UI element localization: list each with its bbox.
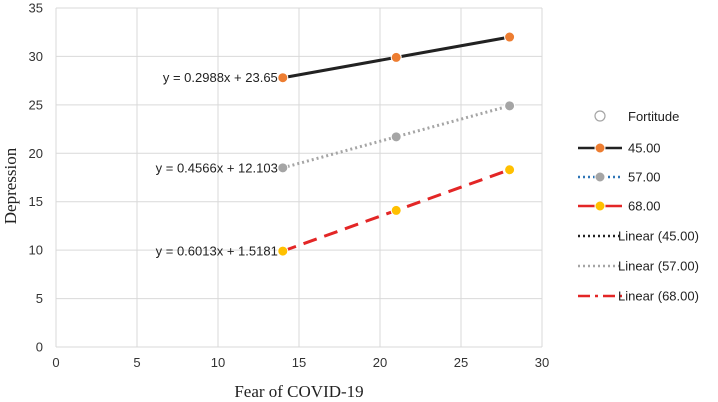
legend-label: 68.00 bbox=[628, 199, 661, 214]
data-point bbox=[277, 72, 289, 84]
y-tick-label: 10 bbox=[29, 243, 43, 258]
y-tick-label: 15 bbox=[29, 194, 43, 209]
x-tick-label: 10 bbox=[211, 355, 225, 370]
y-tick-label: 20 bbox=[29, 146, 43, 161]
data-point bbox=[277, 245, 289, 257]
legend-hollow-marker-icon bbox=[594, 110, 606, 122]
x-tick-label: 30 bbox=[535, 355, 549, 370]
trendline-equation: y = 0.6013x + 1.5181 bbox=[156, 244, 278, 259]
legend-swatch-marker bbox=[594, 142, 606, 154]
y-tick-label: 35 bbox=[29, 1, 43, 16]
legend-label: Linear (68.00) bbox=[618, 289, 699, 304]
y-tick-label: 0 bbox=[36, 340, 43, 355]
x-axis-title: Fear of COVID-19 bbox=[234, 382, 363, 401]
x-tick-label: 15 bbox=[292, 355, 306, 370]
x-tick-label: 0 bbox=[52, 355, 59, 370]
x-tick-label: 20 bbox=[373, 355, 387, 370]
legend-label: Linear (45.00) bbox=[618, 229, 699, 244]
data-point bbox=[390, 131, 402, 143]
legend-title: Fortitude bbox=[628, 109, 679, 124]
legend-label: 45.00 bbox=[628, 141, 661, 156]
y-tick-label: 30 bbox=[29, 49, 43, 64]
y-tick-label: 5 bbox=[36, 291, 43, 306]
data-point bbox=[390, 51, 402, 63]
series-line-57.00 bbox=[282, 104, 510, 170]
y-axis: 0 5 10 15 20 25 30 35 bbox=[29, 1, 43, 355]
data-point bbox=[504, 100, 516, 112]
data-point bbox=[504, 31, 516, 43]
x-tick-label: 25 bbox=[454, 355, 468, 370]
data-point bbox=[277, 162, 289, 174]
trendline-equation: y = 0.2988x + 23.65 bbox=[163, 70, 278, 85]
legend-label: Linear (57.00) bbox=[618, 259, 699, 274]
y-tick-label: 25 bbox=[29, 97, 43, 112]
plot-series bbox=[277, 31, 516, 257]
x-axis: 0 5 10 15 20 25 30 bbox=[52, 355, 549, 370]
legend-swatch-marker bbox=[594, 171, 606, 183]
x-tick-label: 5 bbox=[133, 355, 140, 370]
legend-label: 57.00 bbox=[628, 170, 661, 185]
legend: Fortitude 45.00 57.00 68.00 Linear (45.00) Li… bbox=[578, 109, 699, 304]
trendline-equation: y = 0.4566x + 12.103 bbox=[156, 160, 278, 175]
y-axis-title: Depression bbox=[1, 147, 20, 224]
data-point bbox=[390, 204, 402, 216]
equation-annotations: y = 0.2988x + 23.65 y = 0.4566x + 12.103 y… bbox=[156, 70, 278, 258]
gridlines bbox=[55, 7, 543, 348]
legend-swatch-marker bbox=[594, 200, 606, 212]
data-point bbox=[504, 164, 516, 176]
